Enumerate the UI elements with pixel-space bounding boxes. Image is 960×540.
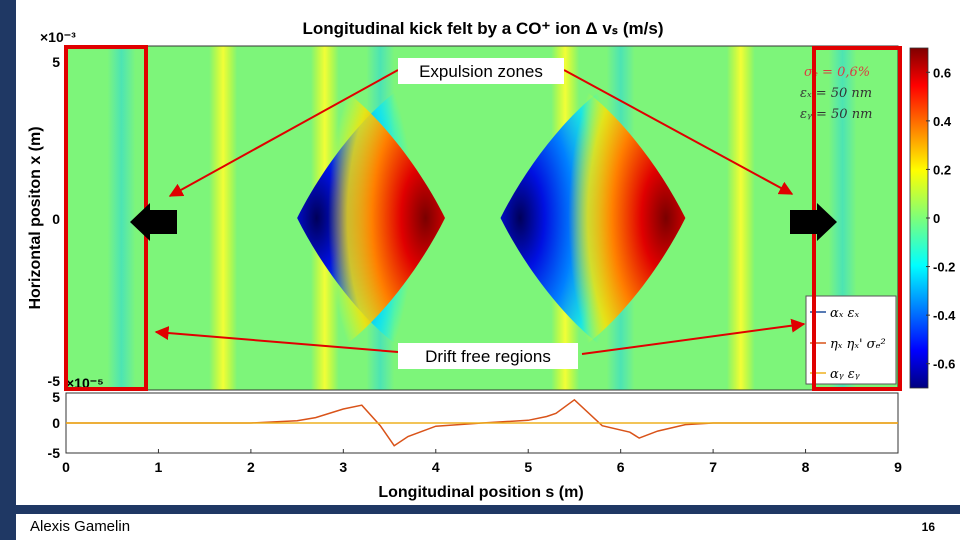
line-y-tick-bottom: -5 bbox=[48, 445, 61, 461]
x-tick-label-1: 1 bbox=[155, 459, 163, 475]
author-name: Alexis Gamelin bbox=[30, 518, 131, 535]
heatmap-background bbox=[66, 46, 898, 390]
left-block-arrow bbox=[130, 203, 177, 241]
line-series-0 bbox=[66, 398, 898, 447]
legend-entry-1: αₓ εₓ bbox=[830, 306, 860, 321]
colorbar-tick-label-3: 0 bbox=[933, 211, 940, 226]
drift-label-box bbox=[398, 343, 578, 369]
x-tick-label-4: 4 bbox=[432, 459, 440, 475]
footer-bar bbox=[0, 505, 960, 514]
x-tick-label-5: 5 bbox=[524, 459, 532, 475]
eps-x-text: εₓ = 50 nm bbox=[800, 86, 872, 101]
heat-lobe-3 bbox=[555, 78, 686, 358]
legend-entry-2: ηₓ ηₓ' σₑ² bbox=[830, 337, 886, 352]
heat-stripe-5 bbox=[726, 46, 755, 390]
x-axis-ticks: 0 1 2 3 4 5 6 7 8 9 bbox=[62, 449, 902, 475]
x-tick-label-7: 7 bbox=[709, 459, 717, 475]
slide-sidebar-bar bbox=[0, 0, 16, 540]
colorbar-tick-label-1: 0.4 bbox=[933, 114, 952, 129]
expulsion-label: Expulsion zones bbox=[419, 62, 543, 81]
eps-y-text: εᵧ = 50 nm bbox=[800, 107, 872, 122]
page-number: 16 bbox=[921, 520, 935, 534]
heat-y-label: Horizontal positon x (m) bbox=[27, 126, 44, 309]
y-exponent-top: ×10⁻³ bbox=[40, 29, 76, 45]
drift-label: Drift free regions bbox=[425, 347, 551, 366]
colorbar-tick-label-5: -0.4 bbox=[933, 308, 956, 323]
expulsion-arrow-left bbox=[168, 69, 399, 197]
drift-arrow-left bbox=[154, 326, 399, 353]
kick-chart: Longitudinal kick felt by a CO⁺ ion Δ vₛ… bbox=[27, 19, 956, 501]
line-y-tick-top: 5 bbox=[52, 389, 60, 405]
line-series bbox=[66, 398, 898, 447]
line-plot: 5 0 -5 0 1 2 3 4 5 6 7 8 9 Longitudinal position … bbox=[48, 389, 903, 501]
legend: αₓ εₓ ηₓ ηₓ' σₑ² αᵧ εᵧ bbox=[805, 295, 897, 385]
x-axis-label: Longitudinal position s (m) bbox=[378, 484, 583, 501]
x-tick-label-9: 9 bbox=[894, 459, 902, 475]
legend-entry-3: αᵧ εᵧ bbox=[830, 367, 860, 382]
heat-y-tick-bottom: -5 bbox=[48, 373, 61, 389]
heat-stripe-6 bbox=[107, 46, 136, 390]
drift-arrow-right bbox=[581, 318, 806, 355]
right-block-arrow bbox=[790, 203, 837, 241]
x-tick-label-6: 6 bbox=[617, 459, 625, 475]
heat-y-tick-top: 5 bbox=[52, 54, 60, 70]
colorbar-tick-label-6: -0.6 bbox=[933, 357, 955, 372]
colorbar bbox=[909, 47, 929, 389]
chart-title: Longitudinal kick felt by a CO⁺ ion Δ vₛ… bbox=[303, 19, 664, 38]
x-tick-label-2: 2 bbox=[247, 459, 255, 475]
colorbar-tick-label-2: 0.2 bbox=[933, 162, 951, 177]
heat-lobe-1 bbox=[315, 78, 446, 358]
legend-box bbox=[805, 295, 897, 385]
sigma-e-text: σₑ = 0,6% bbox=[804, 65, 870, 80]
line-y-tick-mid: 0 bbox=[52, 415, 60, 431]
colorbar-tick-label-0: 0.6 bbox=[933, 65, 951, 80]
emittance-textbox: σₑ = 0,6% εₓ = 50 nm εᵧ = 50 nm bbox=[800, 65, 872, 122]
colorbar-ticks: 0.6 0.4 0.2 0 -0.2 -0.4 -0.6 bbox=[926, 65, 956, 372]
heat-stripe-0 bbox=[209, 46, 238, 390]
colorbar-tick-label-4: -0.2 bbox=[933, 260, 955, 275]
x-tick-label-8: 8 bbox=[802, 459, 810, 475]
expulsion-label-box bbox=[398, 58, 564, 84]
expulsion-arrow-right bbox=[563, 69, 794, 195]
x-tick-label-3: 3 bbox=[339, 459, 347, 475]
heatmap-plot bbox=[66, 46, 898, 390]
heat-y-tick-mid: 0 bbox=[52, 211, 60, 227]
heatmap-lobes bbox=[297, 78, 686, 358]
x-tick-label-0: 0 bbox=[62, 459, 70, 475]
